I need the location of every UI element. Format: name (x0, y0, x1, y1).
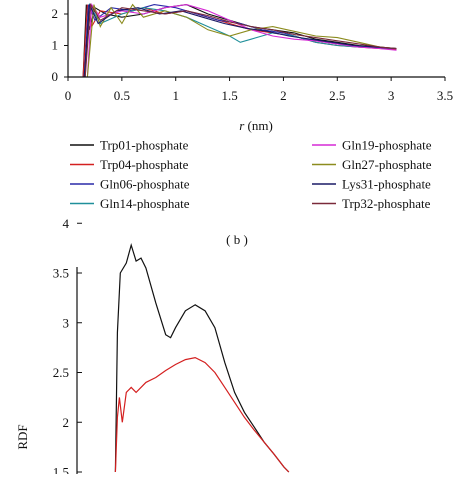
bottom-series-line-2 (114, 356, 290, 473)
x-tick-label: 1.5 (221, 88, 237, 103)
top-legend: Trp01-phosphate Trp04-phosphate Gln06-phos… (70, 138, 432, 211)
series-line-trp32-phosphate (84, 2, 397, 78)
legend-label: Trp01-phosphate (100, 138, 189, 153)
legend-entry-trp04-phosphate: Trp04-phosphate (70, 157, 189, 172)
x-tick-label: 1 (172, 88, 179, 103)
series-line-gln27-phosphate (86, 3, 397, 78)
y-tick-label: 3.5 (53, 266, 69, 281)
legend-label: Lys31-phosphate (342, 177, 431, 192)
bottom-rdf-chart: 1.5 2 2.5 3 3.5 4 RDF (15, 216, 290, 479)
x-tick-label: 2.5 (329, 88, 345, 103)
panel-label: ( b ) (226, 232, 248, 247)
legend-entry-gln14-phosphate: Gln14-phosphate (70, 196, 190, 211)
legend-entry-trp01-phosphate: Trp01-phosphate (70, 138, 189, 153)
legend-label: Gln14-phosphate (100, 196, 190, 211)
y-tick-label: 2 (63, 415, 70, 430)
top-x-axis-label: r (nm) (239, 118, 273, 133)
y-tick-label: 1.5 (53, 465, 69, 475)
legend-label: Gln19-phosphate (342, 138, 432, 153)
bottom-ticks: 1.5 2 2.5 3 3.5 4 (53, 216, 82, 479)
bottom-y-axis-label: RDF (15, 424, 30, 449)
x-axis-unit: (nm) (244, 118, 273, 133)
x-tick-label: 3 (388, 88, 395, 103)
legend-entry-lys31-phosphate: Lys31-phosphate (312, 177, 431, 192)
y-tick-label: 4 (63, 216, 70, 231)
bottom-plot-lines (114, 242, 290, 473)
top-rdf-chart: 0 0.5 1 1.5 2 2.5 3 3.5 0 1 2 r (nm) Trp01-phospha… (52, 0, 454, 211)
x-tick-label: 0 (65, 88, 72, 103)
legend-label: Trp04-phosphate (100, 157, 189, 172)
legend-entry-gln19-phosphate: Gln19-phosphate (312, 138, 432, 153)
y-tick-label: 1 (52, 38, 59, 53)
x-tick-label: 2 (280, 88, 287, 103)
bottom-series-line-1 (114, 242, 290, 473)
x-axis-variable: r (239, 118, 245, 133)
legend-entry-gln27-phosphate: Gln27-phosphate (312, 157, 432, 172)
y-tick-label: 3 (63, 315, 70, 330)
y-tick-label: 2.5 (53, 365, 69, 380)
legend-entry-trp32-phosphate: Trp32-phosphate (312, 196, 431, 211)
legend-label: Gln06-phosphate (100, 177, 190, 192)
x-tick-label: 3.5 (437, 88, 453, 103)
top-plot-lines (82, 2, 397, 78)
legend-label: Gln27-phosphate (342, 157, 432, 172)
legend-label: Trp32-phosphate (342, 196, 431, 211)
y-tick-label: 2 (52, 6, 59, 21)
x-tick-label: 0.5 (114, 88, 130, 103)
y-tick-label: 0 (52, 69, 59, 84)
legend-entry-gln06-phosphate: Gln06-phosphate (70, 177, 190, 192)
top-ticks: 0 0.5 1 1.5 2 2.5 3 3.5 0 1 2 (52, 6, 454, 103)
